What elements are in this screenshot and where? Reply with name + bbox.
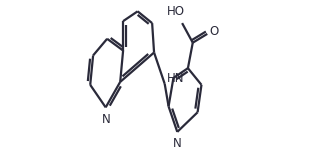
Text: N: N [173, 137, 182, 150]
Text: HN: HN [167, 73, 185, 85]
Text: HO: HO [167, 5, 185, 18]
Text: N: N [102, 113, 111, 126]
Text: O: O [209, 25, 219, 38]
